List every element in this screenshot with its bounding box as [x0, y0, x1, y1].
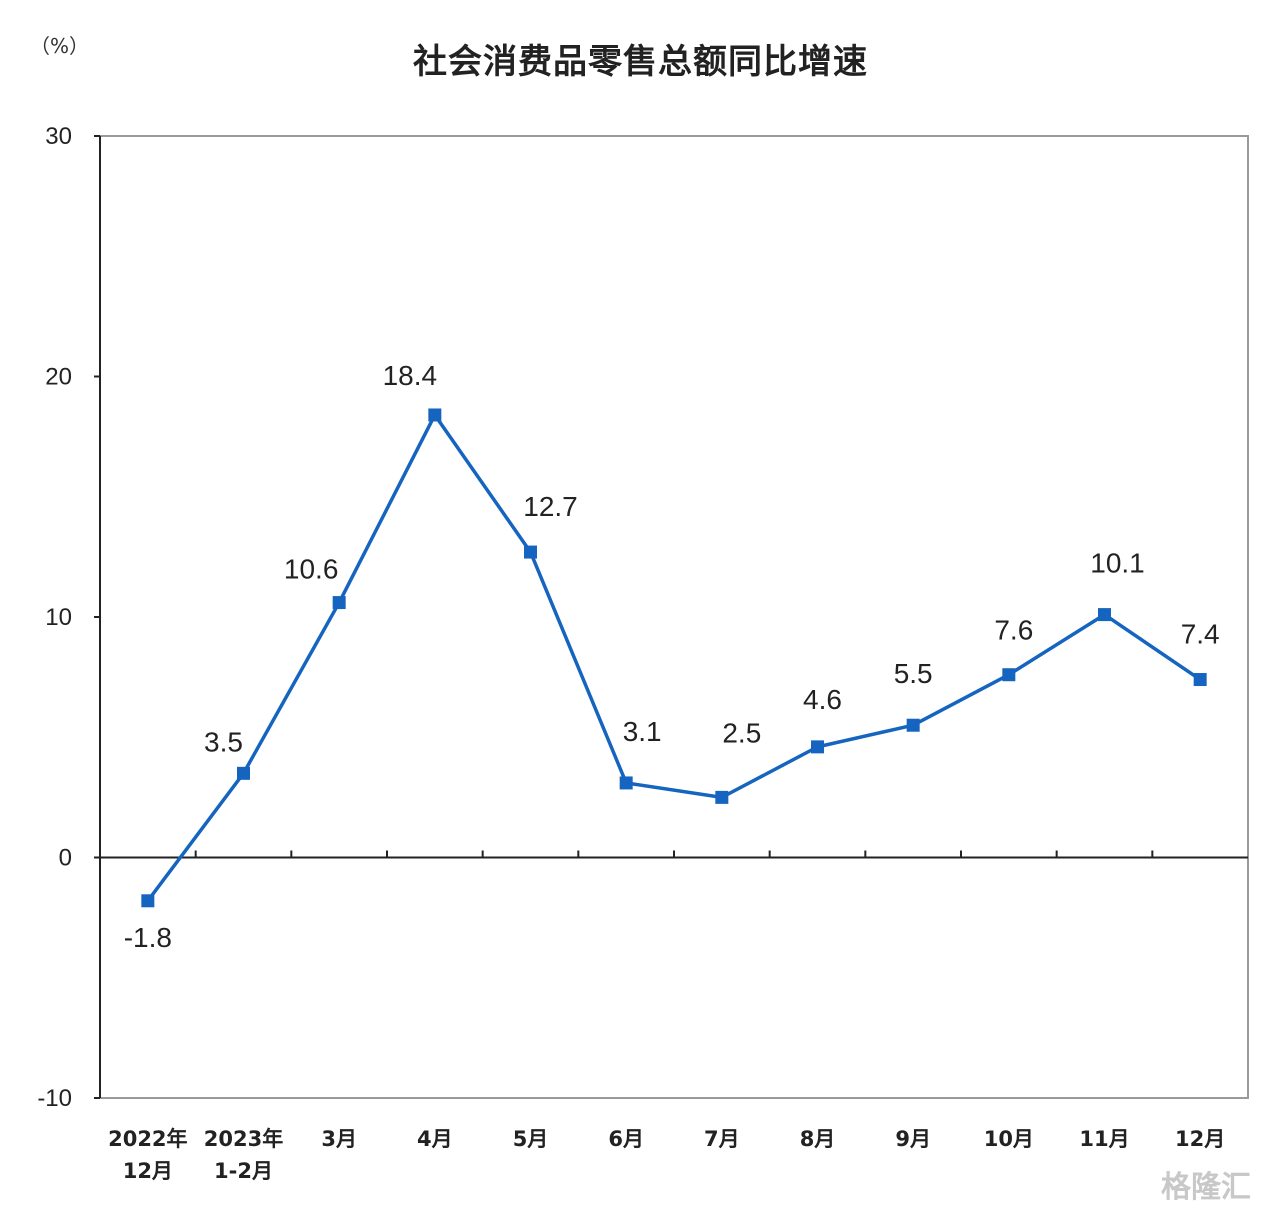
data-point-marker [619, 776, 633, 790]
x-axis-label: 5月 [513, 1127, 549, 1151]
data-label: 5.5 [894, 658, 933, 689]
y-tick-label: 30 [45, 123, 72, 150]
data-point-marker [1098, 608, 1111, 622]
data-label: 7.6 [994, 615, 1033, 646]
x-axis-label: 3月 [321, 1127, 357, 1151]
x-axis-label: 7月 [704, 1127, 740, 1151]
x-axis-label: 4月 [417, 1127, 453, 1151]
data-point-marker [1193, 673, 1207, 687]
data-point-marker [332, 596, 346, 610]
data-label: 3.5 [204, 726, 243, 757]
data-label: 3.1 [623, 716, 662, 747]
data-label: 2.5 [722, 717, 761, 748]
y-tick-label: 20 [45, 364, 72, 391]
x-axis-label: 2023年 [204, 1127, 283, 1151]
data-label: 12.7 [523, 491, 578, 522]
y-tick-label: 0 [59, 845, 72, 872]
x-axis-label-line2: 12月 [123, 1159, 173, 1183]
x-axis-label-line2: 1-2月 [214, 1159, 273, 1183]
x-axis-label: 6月 [608, 1127, 644, 1151]
y-axis-unit-label: （%） [30, 34, 90, 58]
chart-title: 社会消费品零售总额同比增速 [413, 42, 868, 82]
data-label: 18.4 [383, 360, 438, 391]
y-tick-label: 10 [45, 604, 72, 631]
data-point-marker [428, 408, 442, 422]
data-label: 7.4 [1181, 619, 1220, 650]
data-label: 10.1 [1090, 548, 1145, 579]
x-axis-label: 10月 [984, 1127, 1034, 1151]
data-point-marker [524, 545, 537, 559]
data-point-marker [811, 740, 824, 754]
data-label: 10.6 [284, 554, 339, 585]
data-label: -1.8 [124, 922, 172, 953]
data-point-marker [141, 894, 155, 908]
x-axis-label: 12月 [1175, 1127, 1225, 1151]
y-tick-label: -10 [37, 1085, 72, 1112]
watermark: 格隆汇 [1161, 1170, 1251, 1205]
data-point-marker [237, 766, 250, 780]
data-label: 4.6 [803, 684, 842, 715]
x-axis-label: 8月 [800, 1127, 836, 1151]
data-point-marker [906, 718, 920, 732]
plot-area-frame [99, 135, 1249, 1099]
data-point-marker [715, 790, 729, 804]
series-line [146, 413, 1202, 902]
x-axis-label: 9月 [895, 1127, 931, 1151]
data-point-marker [1002, 668, 1016, 682]
x-axis-label: 2022年 [108, 1127, 187, 1151]
x-axis-label: 11月 [1079, 1127, 1129, 1151]
